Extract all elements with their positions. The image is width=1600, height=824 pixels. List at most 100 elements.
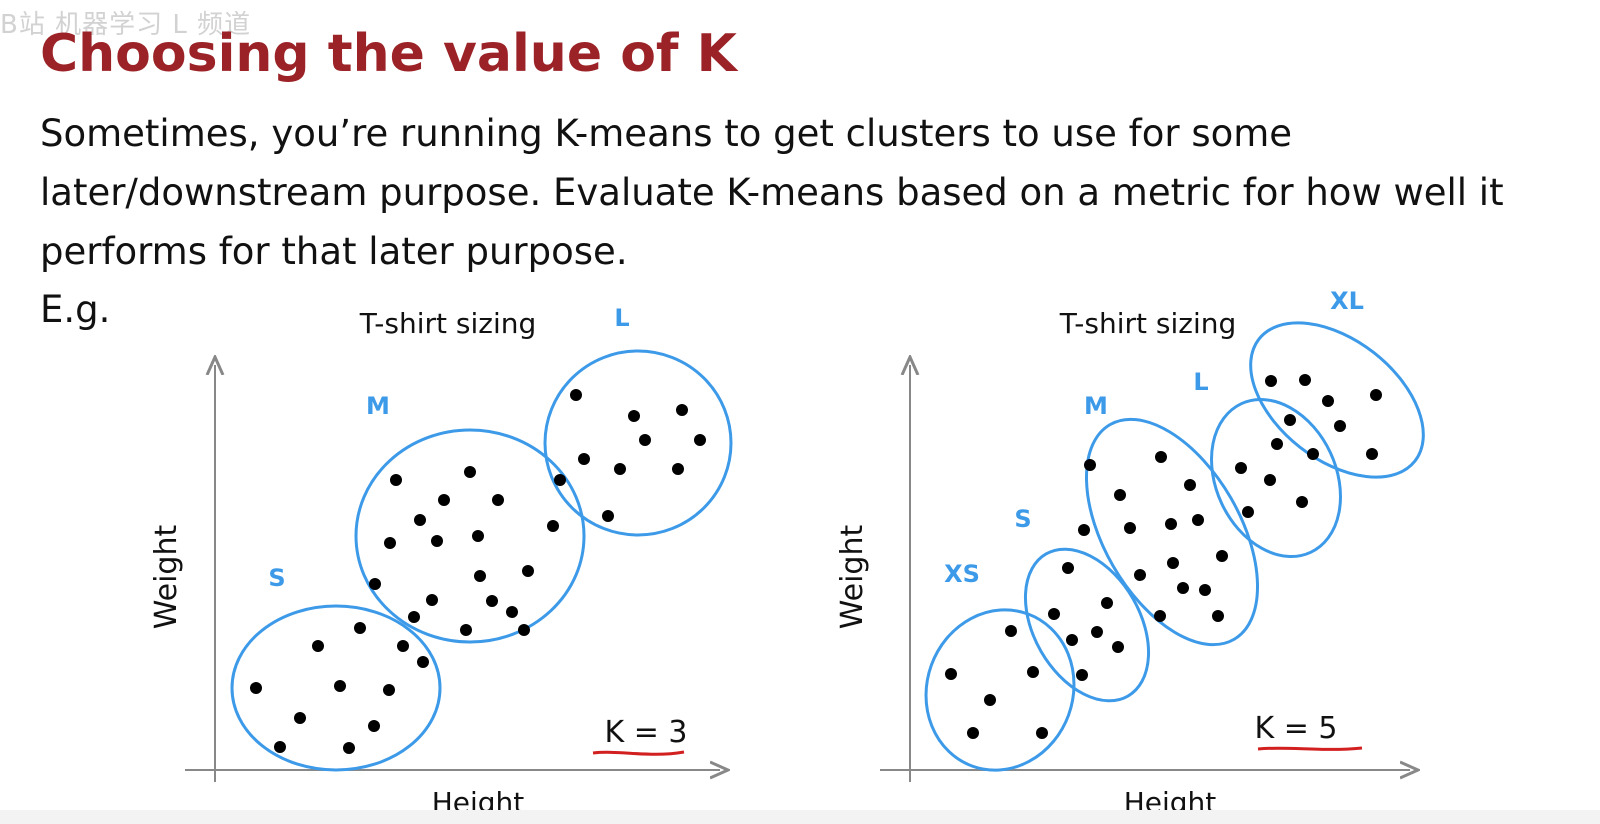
cluster-xl-outline: [1249, 321, 1425, 479]
data-point: [1165, 518, 1177, 530]
cluster-label-xs: XS: [944, 560, 980, 588]
data-point: [945, 668, 957, 680]
data-point: [408, 611, 420, 623]
data-point: [1334, 420, 1346, 432]
points-cluster-s: [1048, 524, 1124, 681]
data-point: [547, 520, 559, 532]
points-cluster-l: [554, 389, 706, 522]
data-point: [460, 624, 472, 636]
data-point: [694, 434, 706, 446]
cluster-label-s: S: [1014, 505, 1031, 533]
data-point: [1299, 374, 1311, 386]
data-point: [1212, 610, 1224, 622]
data-point: [1101, 597, 1113, 609]
data-point: [1216, 550, 1228, 562]
data-point: [1235, 462, 1247, 474]
data-point: [390, 474, 402, 486]
data-point: [397, 640, 409, 652]
k-value-underline: [1257, 746, 1363, 751]
data-point: [984, 694, 996, 706]
data-point: [628, 410, 640, 422]
data-point: [570, 389, 582, 401]
data-point: [414, 514, 426, 526]
data-point: [383, 684, 395, 696]
data-point: [426, 594, 438, 606]
data-point: [1177, 582, 1189, 594]
data-point: [1265, 375, 1277, 387]
points-cluster-xl: [1265, 374, 1382, 460]
cluster-s-outline: [230, 604, 442, 772]
data-point: [1066, 634, 1078, 646]
cluster-m-outline: [354, 428, 586, 644]
data-point: [518, 624, 530, 636]
data-point: [1027, 666, 1039, 678]
data-point: [522, 565, 534, 577]
data-point: [1199, 584, 1211, 596]
data-point: [294, 712, 306, 724]
cluster-xs-outline: [924, 608, 1076, 772]
data-point: [578, 453, 590, 465]
data-point: [369, 578, 381, 590]
data-point: [1048, 608, 1060, 620]
data-point: [431, 535, 443, 547]
data-point: [486, 595, 498, 607]
data-point: [438, 494, 450, 506]
data-point: [1114, 489, 1126, 501]
cluster-s-outline: [1023, 547, 1151, 703]
data-point: [417, 656, 429, 668]
k-value-underline: [592, 750, 685, 756]
diagram-title: T-shirt sizing: [359, 307, 537, 340]
data-point: [1062, 562, 1074, 574]
data-point: [250, 682, 262, 694]
data-point: [1076, 669, 1088, 681]
cluster-l-outline: [1210, 397, 1342, 559]
data-point: [967, 727, 979, 739]
cluster-label-l: L: [1193, 368, 1208, 396]
diagram-k5: T-shirt sizing Height Weight XS S M L XL: [835, 287, 1425, 819]
example-label: E.g.: [40, 288, 111, 331]
data-point: [334, 680, 346, 692]
points-cluster-s: [250, 622, 429, 754]
points-cluster-l: [1235, 414, 1319, 518]
data-point: [1167, 557, 1179, 569]
cluster-label-xl: XL: [1330, 287, 1364, 315]
points-cluster-xs: [945, 625, 1048, 739]
data-point: [1124, 522, 1136, 534]
cluster-label-l: L: [614, 304, 629, 332]
data-point: [343, 742, 355, 754]
data-point: [464, 466, 476, 478]
data-point: [1184, 479, 1196, 491]
data-point: [474, 570, 486, 582]
data-point: [1134, 569, 1146, 581]
data-point: [1036, 727, 1048, 739]
data-point: [1264, 474, 1276, 486]
data-point: [354, 622, 366, 634]
data-point: [368, 720, 380, 732]
data-point: [274, 741, 286, 753]
cluster-label-m: M: [366, 392, 390, 420]
cluster-l-outline: [543, 349, 733, 537]
bottom-bar: [0, 810, 1600, 824]
data-point: [492, 494, 504, 506]
data-point: [1112, 641, 1124, 653]
data-point: [1192, 514, 1204, 526]
diagram-title: T-shirt sizing: [1059, 307, 1237, 340]
diagram-k3: T-shirt sizing Height Weight S M L: [149, 304, 733, 819]
slide-title: Choosing the value of K: [40, 24, 737, 84]
data-point: [1370, 389, 1382, 401]
data-point: [1307, 448, 1319, 460]
data-point: [312, 640, 324, 652]
cluster-label-s: S: [268, 564, 285, 592]
data-point: [1084, 459, 1096, 471]
data-point: [506, 606, 518, 618]
data-point: [1242, 506, 1254, 518]
data-point: [1155, 451, 1167, 463]
y-axis-label: Weight: [149, 525, 184, 630]
data-point: [1366, 448, 1378, 460]
data-point: [676, 404, 688, 416]
data-point: [1005, 625, 1017, 637]
cluster-m-outline: [1084, 417, 1260, 647]
y-axis-label: Weight: [835, 525, 870, 630]
slide-body-text: Sometimes, you’re running K-means to get…: [40, 112, 1504, 273]
data-point: [1322, 395, 1334, 407]
